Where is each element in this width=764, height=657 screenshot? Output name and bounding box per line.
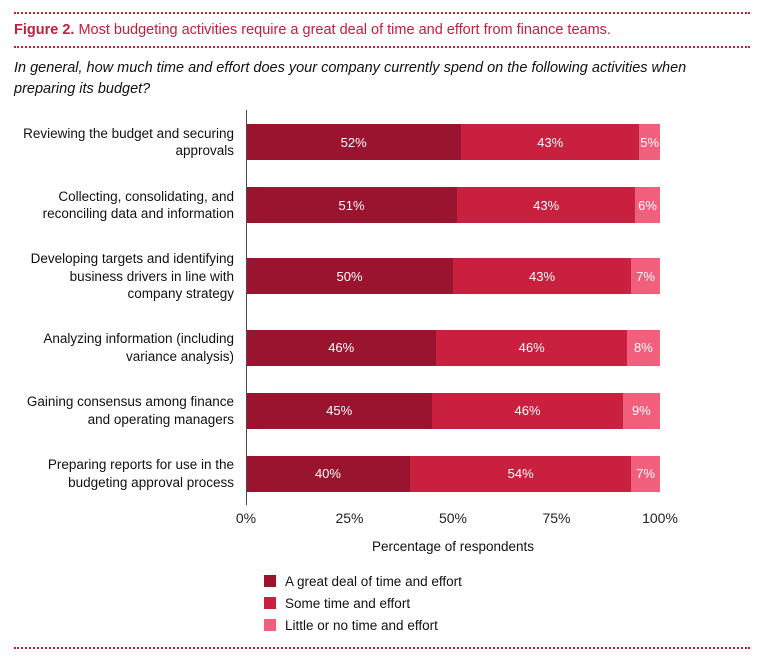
bar-segment: 43% (461, 124, 640, 161)
divider-bottom (14, 646, 750, 649)
bar-segment: 7% (631, 455, 660, 492)
category-label: Developing targets and identifying busin… (30, 251, 234, 302)
bar-segment: 5% (639, 124, 660, 161)
category-label: Preparing reports for use in the budgeti… (47, 457, 234, 490)
stacked-bar: 40% 54% 7% (246, 455, 660, 492)
category-label: Collecting, consolidating, and reconcili… (42, 188, 234, 222)
bar-segment: 50% (246, 258, 453, 295)
x-axis-ticks: 0% 25% 50% 75% 100% (236, 507, 678, 529)
legend-item: A great deal of time and effort (264, 574, 750, 589)
chart-row: Preparing reports for use in the budgeti… (14, 455, 750, 492)
legend-swatch (264, 597, 276, 610)
figure-subtitle: In general, how much time and effort doe… (14, 60, 687, 98)
legend-label: A great deal of time and effort (285, 573, 462, 589)
category-label: Analyzing information (including varianc… (43, 331, 234, 364)
chart-row: Gaining consensus among finance and oper… (14, 392, 750, 429)
stacked-bar: 51% 43% 6% (246, 187, 660, 224)
divider-under-title (14, 46, 750, 49)
chart-row: Analyzing information (including varianc… (14, 329, 750, 366)
bar-segment: 9% (622, 392, 660, 429)
legend-label: Some time and effort (285, 595, 411, 611)
bar-segment: 7% (631, 258, 660, 295)
bar-segment: 43% (453, 258, 632, 295)
legend-swatch (264, 619, 276, 632)
legend-item: Some time and effort (264, 596, 750, 611)
y-axis-line (246, 110, 247, 505)
bar-segment: 52% (246, 124, 462, 161)
category-label: Reviewing the budget and securing approv… (23, 125, 234, 159)
chart-row: Reviewing the budget and securing approv… (14, 124, 750, 161)
x-axis-tick-label: 25% (335, 509, 364, 526)
x-axis-tick-label: 0% (235, 509, 257, 526)
x-axis-label: Percentage of respondents (371, 538, 535, 554)
divider-top (14, 12, 750, 14)
bar-segment: 6% (635, 187, 660, 224)
x-axis-tick-label: 100% (642, 509, 678, 526)
stacked-bar: 52% 43% 5% (246, 124, 660, 161)
stacked-bar: 46% 46% 8% (246, 329, 660, 366)
bar-segment: 43% (457, 187, 636, 224)
category-label: Gaining consensus among finance and oper… (26, 394, 234, 427)
legend-item: Little or no time and effort (264, 618, 750, 633)
x-axis-tick-label: 50% (438, 509, 468, 526)
bar-segment: 40% (246, 455, 410, 492)
bar-segment: 45% (246, 392, 433, 429)
legend: A great deal of time and effort Some time… (264, 574, 750, 633)
bar-segment: 8% (626, 329, 660, 366)
stacked-bar-chart: Reviewing the budget and securing approv… (14, 110, 750, 633)
legend-swatch (264, 575, 276, 588)
chart-row: Developing targets and identifying busin… (14, 250, 750, 303)
chart-rows: Reviewing the budget and securing approv… (14, 110, 750, 505)
stacked-bar: 45% 46% 9% (246, 392, 660, 429)
x-axis-tick-label: 75% (542, 509, 571, 526)
bar-segment: 46% (436, 329, 627, 366)
figure-title-text: Most budgeting activities require a grea… (78, 22, 611, 38)
figure-title: Figure 2. Most budgeting activities requi… (14, 14, 750, 46)
chart-row: Collecting, consolidating, and reconcili… (14, 187, 750, 224)
bar-segment: 46% (432, 392, 623, 429)
stacked-bar: 50% 43% 7% (246, 258, 660, 295)
figure-label: Figure 2. (14, 22, 75, 38)
legend-label: Little or no time and effort (285, 617, 438, 633)
bar-segment: 51% (246, 187, 458, 224)
bar-segment: 54% (409, 455, 632, 492)
bar-segment: 46% (246, 329, 437, 366)
